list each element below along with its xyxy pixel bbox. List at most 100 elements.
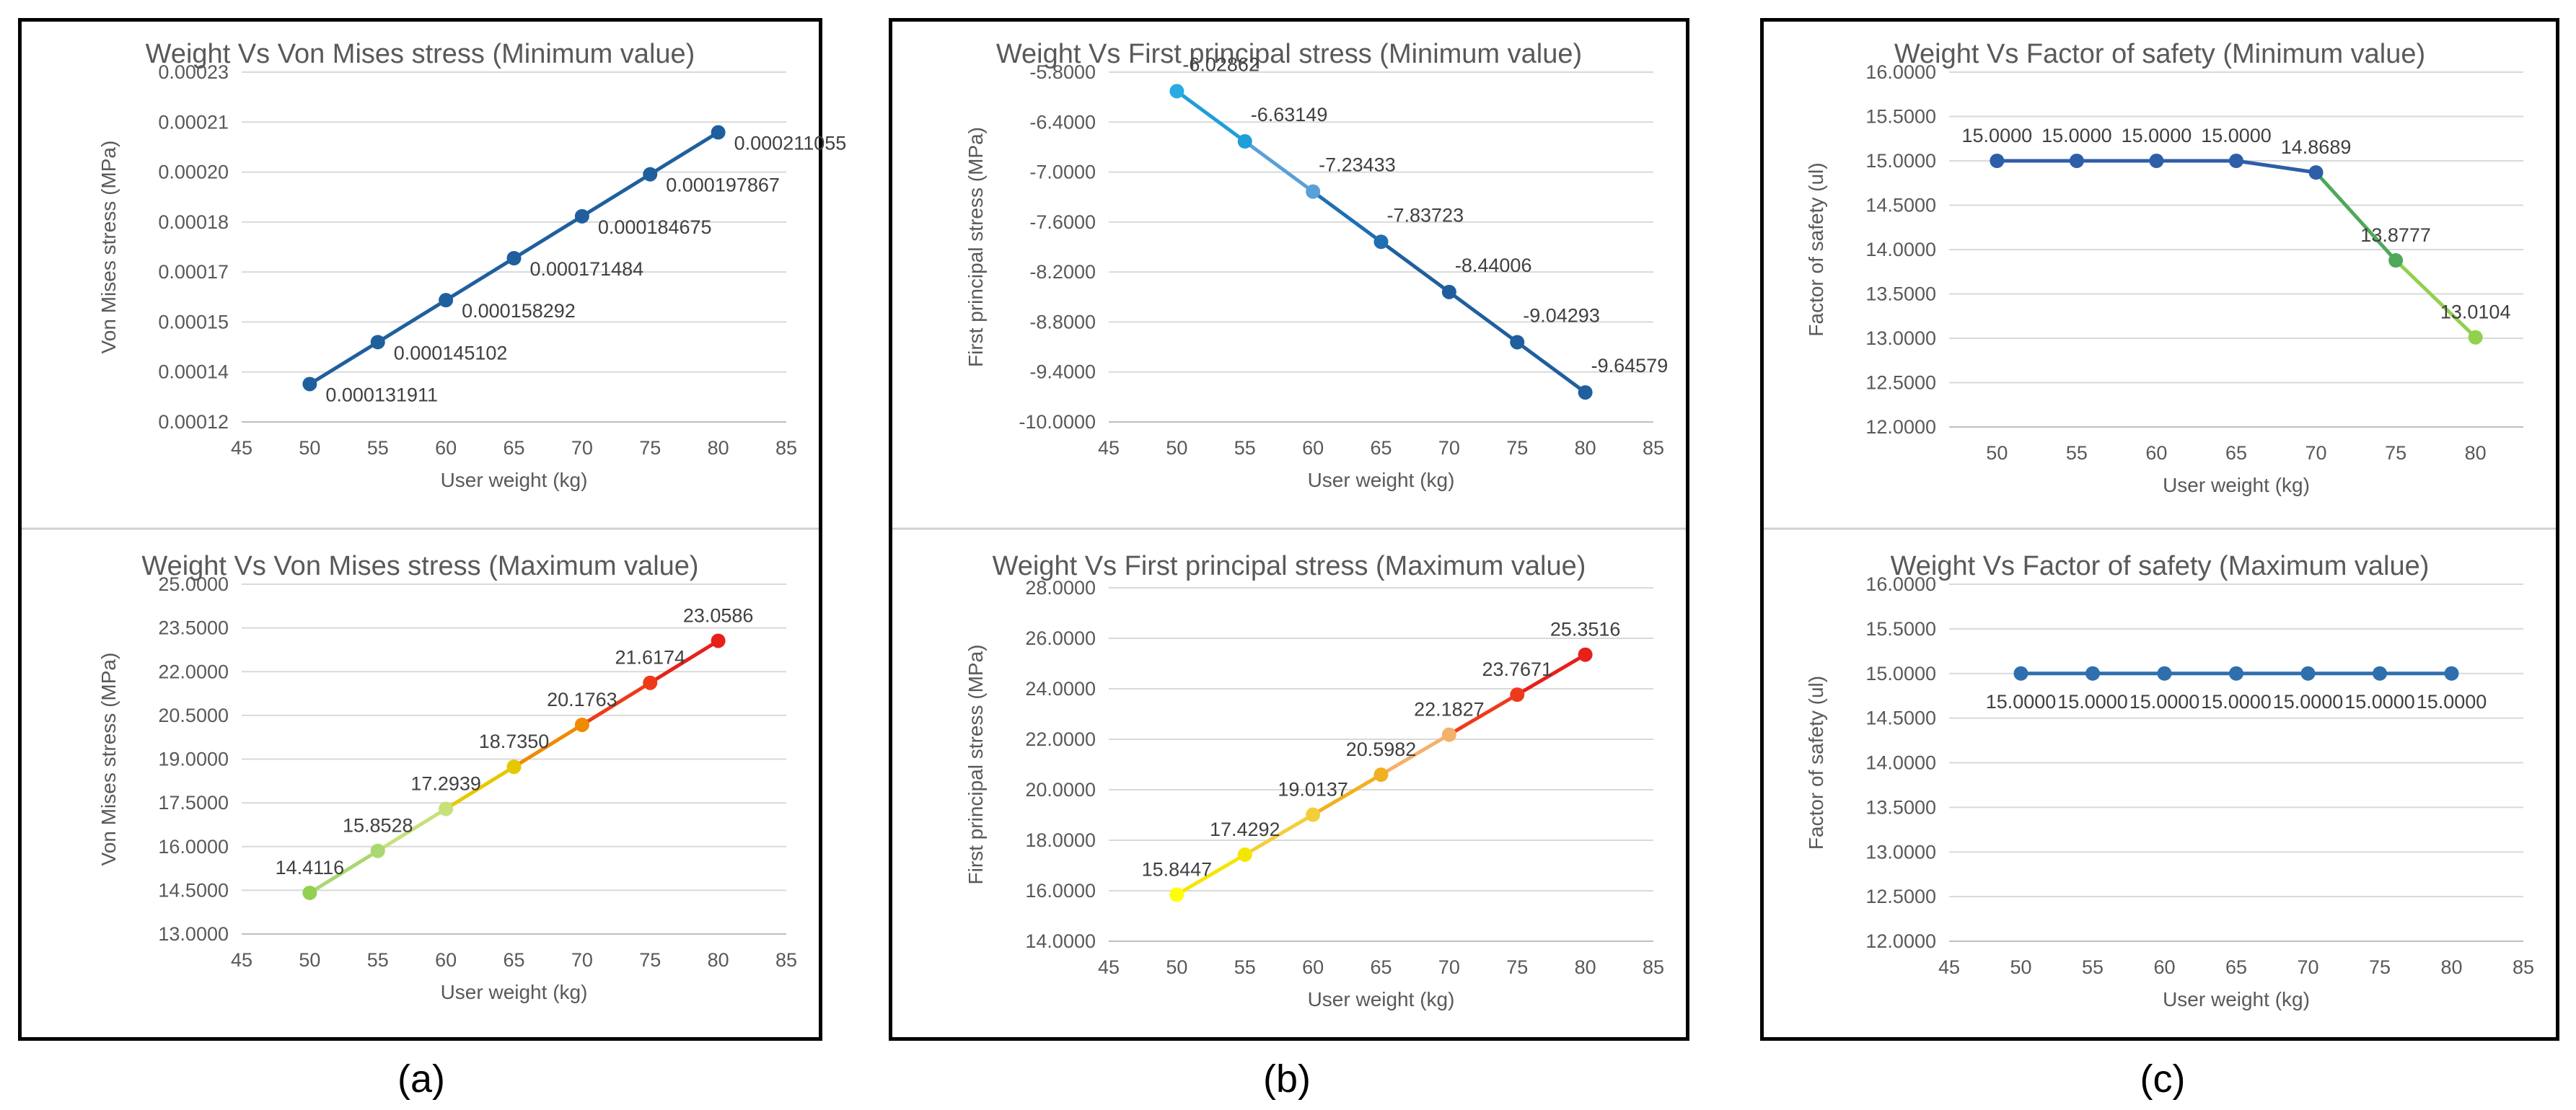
y-axis-title: Factor of safety (ul) [1805, 676, 1827, 850]
data-label: 0.000145102 [394, 342, 508, 364]
data-point [2085, 666, 2100, 681]
data-point [1373, 767, 1389, 783]
series-line-segment [377, 299, 447, 344]
data-point [1169, 887, 1184, 902]
y-tick-label: 17.5000 [158, 792, 229, 814]
data-label: 13.8777 [2360, 224, 2431, 246]
x-tick-label: 70 [571, 949, 593, 971]
series-line-segment [513, 214, 584, 260]
series-line-segment [581, 681, 651, 727]
x-tick-label: 45 [1098, 437, 1120, 459]
series-line-segment [649, 639, 719, 684]
data-label: -7.83723 [1387, 204, 1464, 226]
data-point [1237, 134, 1252, 149]
series-line-segment [1176, 853, 1247, 897]
data-label: 0.000158292 [462, 300, 576, 322]
series-line-segment [1244, 813, 1314, 857]
data-point [302, 885, 317, 900]
data-label: 15.0000 [2417, 691, 2487, 713]
y-tick-label: 14.5000 [1865, 708, 1936, 729]
data-label: -9.64579 [1591, 355, 1669, 376]
y-axis-title: Von Mises stress (MPa) [97, 653, 120, 866]
y-tick-label: 0.00023 [158, 61, 229, 83]
x-tick-label: 65 [503, 949, 524, 971]
data-point [370, 843, 385, 858]
x-tick-label: 45 [1938, 956, 1960, 978]
y-tick-label: 25.0000 [158, 573, 229, 595]
series-line-segment [309, 340, 379, 386]
data-label: -8.44006 [1455, 255, 1532, 276]
data-point [2157, 666, 2172, 681]
x-tick-label: 80 [1575, 956, 1596, 978]
data-label: 23.7671 [1482, 658, 1552, 680]
data-point [1578, 647, 1593, 662]
data-point [1306, 807, 1321, 822]
caption-b: (b) [1263, 1057, 1311, 1101]
data-label: 23.0586 [683, 604, 754, 626]
data-point [643, 675, 658, 690]
x-tick-label: 60 [435, 949, 457, 971]
x-tick-label: 75 [2369, 956, 2391, 978]
x-tick-label: 85 [1643, 437, 1664, 459]
x-tick-label: 50 [299, 949, 320, 971]
y-tick-label: 12.5000 [1865, 372, 1936, 394]
data-label: 14.8689 [2281, 136, 2352, 158]
data-point [2373, 666, 2387, 681]
y-tick-label: -8.2000 [1029, 261, 1096, 283]
x-tick-label: 60 [1302, 437, 1324, 459]
data-point [711, 633, 726, 648]
data-label: -6.63149 [1251, 104, 1328, 125]
data-point [711, 125, 726, 140]
y-tick-label: 12.0000 [1865, 930, 1936, 952]
data-label: 15.0000 [2122, 125, 2192, 146]
data-label: 22.1827 [1414, 699, 1485, 721]
data-point [506, 251, 522, 266]
x-tick-label: 65 [2225, 956, 2247, 978]
caption-c: (c) [2140, 1057, 2186, 1101]
chart-title: Weight Vs Von Mises stress (Minimum valu… [146, 39, 695, 69]
y-tick-label: -7.6000 [1029, 211, 1096, 233]
y-tick-label: -7.0000 [1029, 162, 1096, 183]
data-point [1237, 847, 1252, 862]
data-label: 15.0000 [1962, 125, 2033, 146]
data-label: 15.8528 [343, 815, 413, 837]
x-tick-label: 55 [1234, 956, 1256, 978]
data-point [574, 208, 589, 224]
x-tick-label: 70 [2297, 956, 2318, 978]
data-label: 18.7350 [479, 731, 550, 752]
data-label: -9.04293 [1523, 304, 1600, 326]
data-label: 21.6174 [615, 647, 685, 669]
data-label: 0.000184675 [598, 216, 712, 238]
data-label: 15.0000 [2344, 691, 2415, 713]
data-point [2229, 666, 2243, 681]
y-tick-label: 16.0000 [1865, 61, 1936, 83]
data-point [2468, 330, 2483, 345]
series-line-segment [649, 131, 719, 176]
data-label: 15.0000 [2273, 691, 2344, 713]
x-tick-label: 80 [708, 949, 729, 971]
data-label: -6.02862 [1182, 53, 1260, 75]
x-tick-label: 70 [1438, 437, 1460, 459]
x-tick-label: 60 [435, 437, 457, 459]
x-tick-label: 50 [1986, 442, 2008, 464]
series-line-segment [1448, 692, 1518, 736]
series-line-segment [1311, 772, 1382, 816]
data-label: 19.0137 [1278, 779, 1348, 801]
data-label: 15.8447 [1142, 858, 1213, 880]
series-line-segment [2236, 159, 2316, 175]
x-tick-label: 75 [1506, 956, 1528, 978]
series-line-segment [1380, 733, 1451, 777]
chart-title: Weight Vs Factor of safety (Maximum valu… [1891, 551, 2430, 581]
y-axis-title: Von Mises stress (MPa) [97, 141, 120, 354]
chart-title: Weight Vs Von Mises stress (Maximum valu… [141, 551, 698, 581]
y-tick-label: 14.5000 [1865, 195, 1936, 216]
x-tick-label: 55 [2082, 956, 2104, 978]
x-tick-label: 65 [2225, 442, 2247, 464]
y-tick-label: 23.5000 [158, 617, 229, 639]
x-tick-label: 45 [231, 949, 252, 971]
caption-a: (a) [397, 1057, 445, 1101]
data-label: 0.000131911 [325, 384, 438, 405]
y-tick-label: 24.0000 [1025, 678, 1096, 700]
data-point [1306, 184, 1321, 199]
series-line-segment [1516, 340, 1587, 395]
